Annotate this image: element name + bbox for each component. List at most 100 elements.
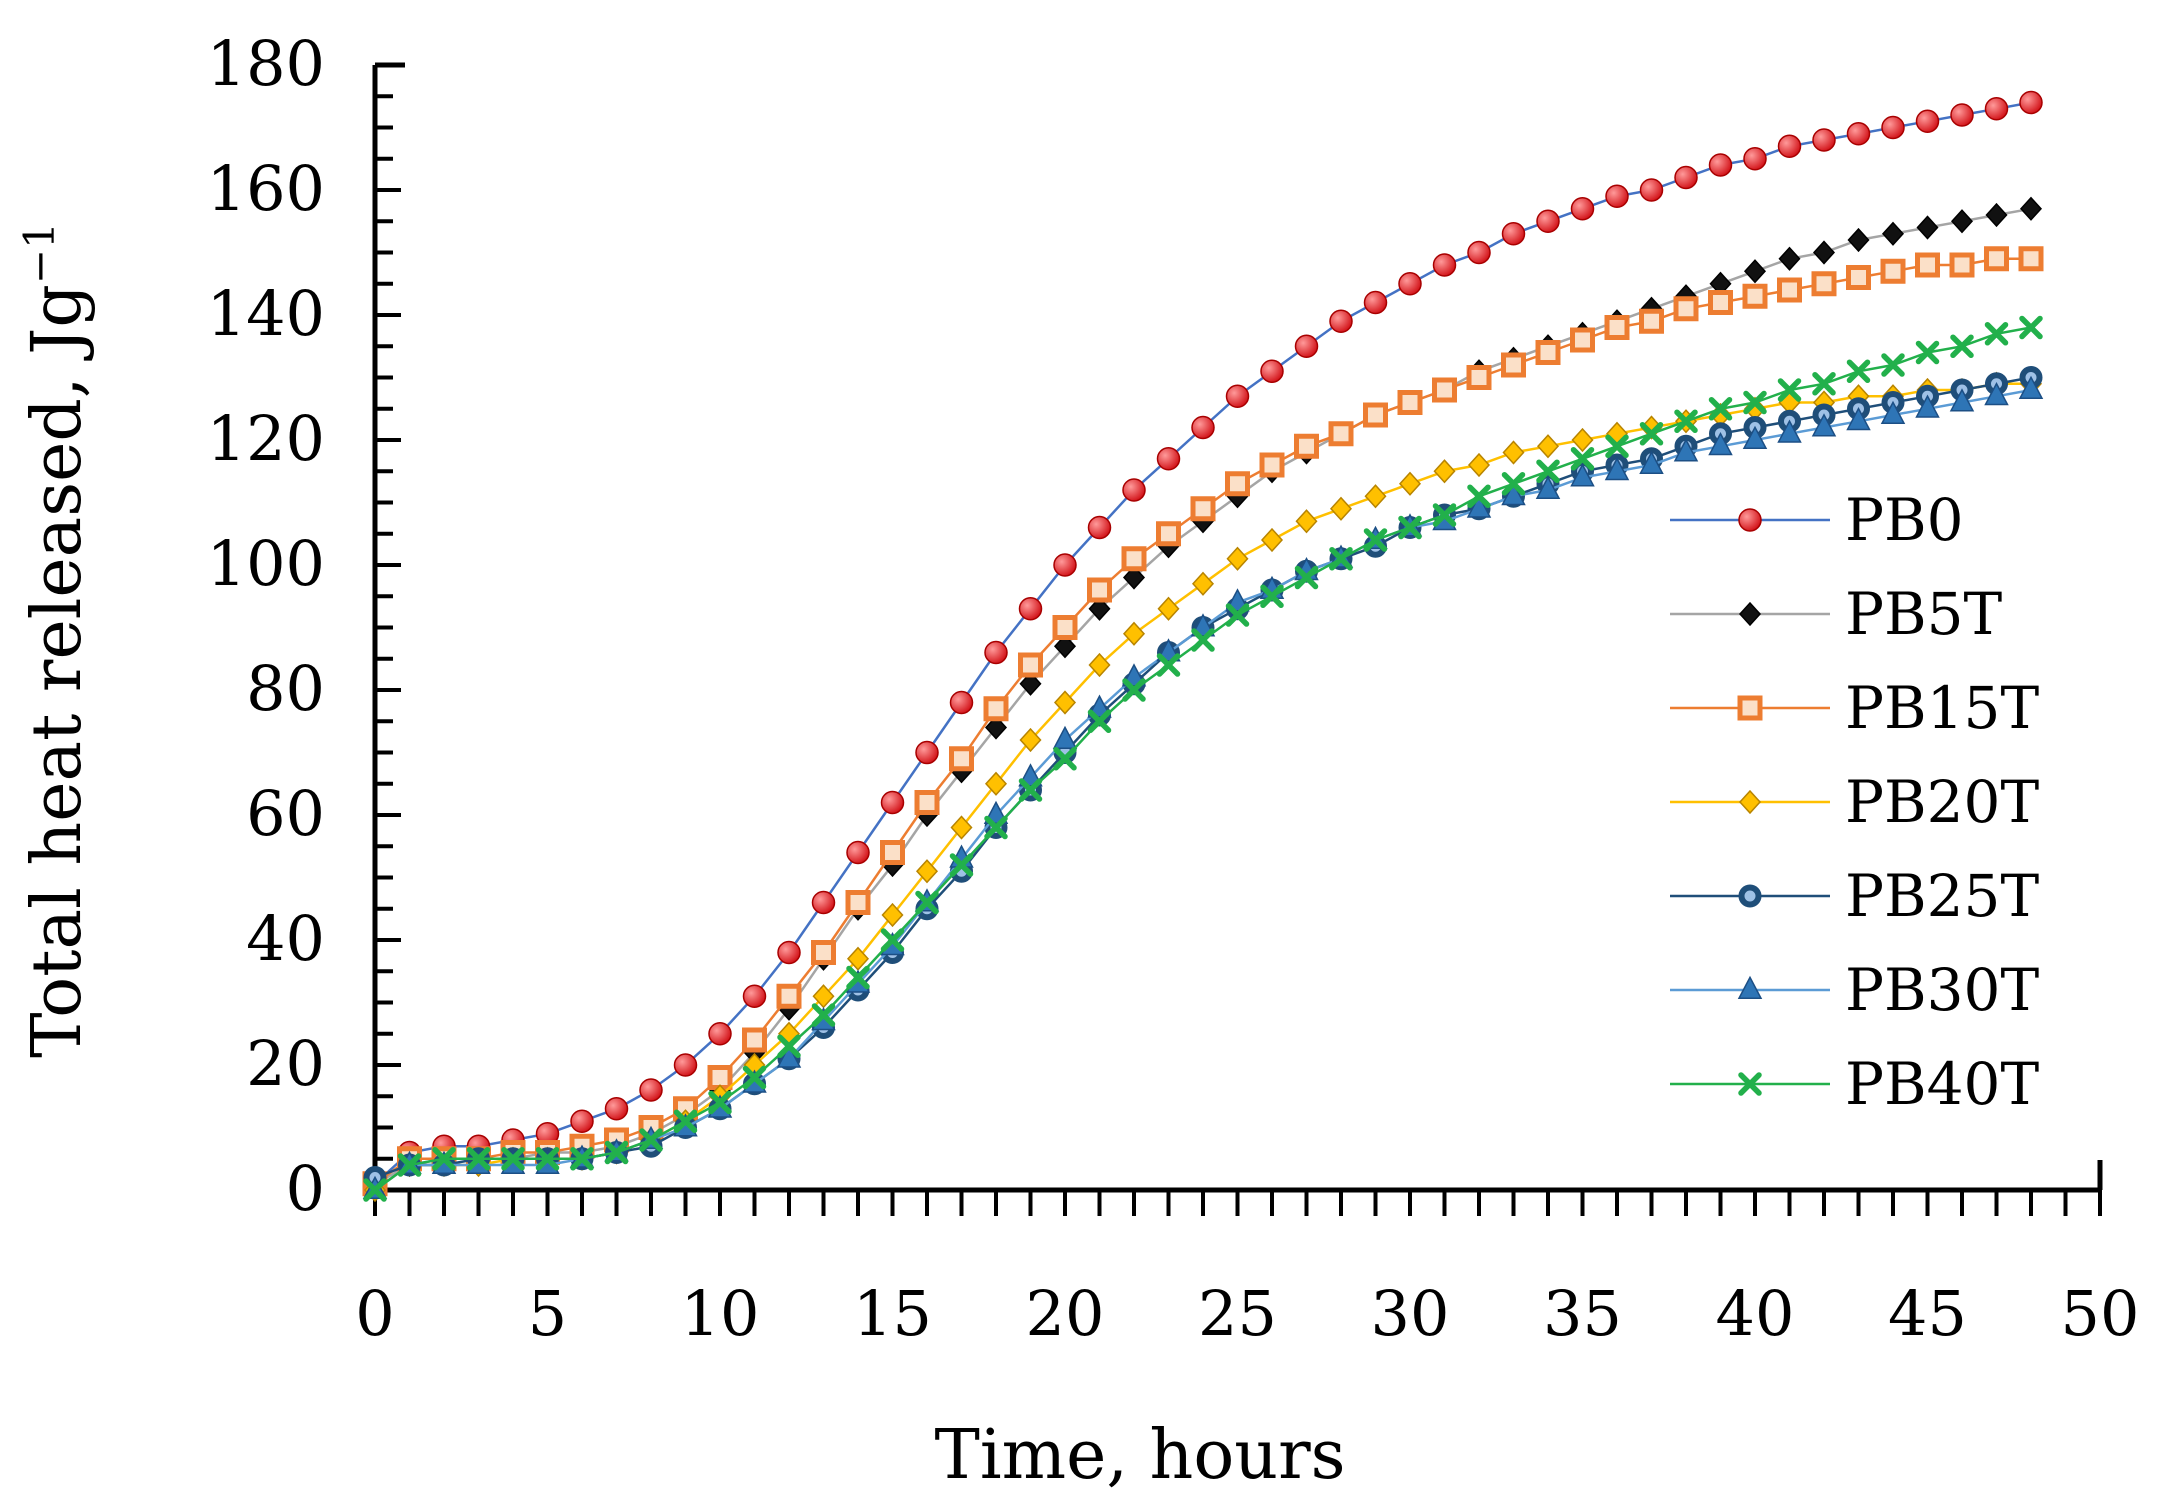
data-point <box>1916 215 1939 240</box>
data-point-stroke <box>570 1147 594 1171</box>
data-point <box>1639 308 1664 334</box>
legend-label: PB30T <box>1845 956 2039 1024</box>
data-point-stroke <box>1122 678 1146 702</box>
data-point <box>1950 103 1974 127</box>
y-axis-title: Total heat released, Jg−1 <box>15 222 97 1058</box>
data-point <box>1846 122 1871 146</box>
data-point-stroke <box>1708 397 1733 421</box>
data-point <box>984 640 1008 665</box>
data-point <box>1778 246 1801 271</box>
data-point <box>915 890 939 915</box>
data-point <box>2019 90 2043 115</box>
y-tick-label: 120 <box>207 402 325 475</box>
data-point <box>1881 353 1905 377</box>
x-tick-label: 15 <box>853 1277 932 1350</box>
data-point <box>1259 452 1285 478</box>
data-point-stroke <box>777 1034 801 1058</box>
data-point <box>1536 459 1560 483</box>
y-tick-label: 160 <box>207 152 325 225</box>
data-point-stroke <box>1950 334 1974 358</box>
data-point <box>1121 663 1147 687</box>
data-point <box>1364 484 1387 509</box>
x-tick-label: 35 <box>1543 1277 1622 1350</box>
data-point <box>1950 209 1974 234</box>
data-point <box>984 815 1008 840</box>
data-point <box>1329 309 1353 333</box>
x-axis-title: Time, hours <box>935 1416 1346 1495</box>
data-point-stroke <box>846 965 870 990</box>
data-point <box>811 1003 836 1027</box>
y-tick-label: 20 <box>246 1027 325 1100</box>
data-point <box>1674 165 1698 190</box>
data-point-stroke <box>1398 515 1422 540</box>
data-point <box>1019 727 1042 753</box>
data-point-stroke <box>1777 378 1802 402</box>
data-point <box>570 1109 594 1133</box>
data-point-stroke <box>708 1090 732 1115</box>
data-point <box>742 1027 767 1053</box>
data-point <box>1501 472 1526 496</box>
data-point <box>915 740 939 765</box>
data-point <box>1156 653 1181 677</box>
data-point-stroke <box>1501 472 1526 496</box>
data-point-stroke <box>811 1003 836 1027</box>
data-point <box>1570 463 1595 487</box>
data-point-stroke <box>1881 353 1905 377</box>
data-point <box>2019 196 2043 221</box>
data-point <box>1191 415 1215 440</box>
data-point-stroke <box>1294 565 1319 590</box>
data-point <box>1812 128 1836 152</box>
axes: 0 20 40 60 80 100 120 140 160 180 0 5 10 15 20 25 30 35 40… <box>207 27 2140 1350</box>
legend-item-pb15t: PB15T <box>1670 674 2039 742</box>
data-point <box>708 1090 732 1115</box>
legend-label: PB5T <box>1845 580 2003 648</box>
legend-item-pb25t: PB25T <box>1670 862 2039 930</box>
data-point <box>1881 115 1905 140</box>
data-point <box>1708 397 1733 421</box>
data-point <box>1260 359 1284 383</box>
data-point <box>1363 290 1388 315</box>
data-point <box>708 1022 732 1046</box>
data-point <box>1738 1072 1762 1096</box>
x-tick-label: 40 <box>1716 1277 1795 1350</box>
series-line <box>374 207 2032 1185</box>
data-point <box>984 715 1008 740</box>
data-point <box>1087 577 1112 603</box>
data-point-stroke <box>1225 603 1250 627</box>
data-point <box>1432 377 1457 403</box>
x-tick-label: 25 <box>1198 1277 1277 1350</box>
data-point <box>811 890 836 915</box>
x-tick-label: 30 <box>1371 1277 1450 1350</box>
y-tick-label: 60 <box>246 777 325 850</box>
data-point <box>1467 240 1491 265</box>
data-point <box>1190 496 1216 522</box>
data-point <box>1226 546 1249 571</box>
data-point <box>604 1140 629 1165</box>
data-point <box>2018 375 2044 399</box>
data-point-stroke <box>501 1147 525 1171</box>
data-point-stroke <box>1087 709 1112 733</box>
data-point <box>881 902 904 928</box>
data-point-stroke <box>880 928 905 952</box>
data-point-stroke <box>1432 503 1457 527</box>
data-point <box>1708 431 1733 456</box>
data-point-stroke <box>604 1140 629 1165</box>
data-point-stroke <box>673 1109 698 1133</box>
data-point <box>1743 390 1767 415</box>
data-point <box>1018 652 1043 678</box>
x-tick-label: 45 <box>1888 1277 1967 1350</box>
data-point <box>1432 503 1457 527</box>
x-tick-label: 5 <box>528 1277 567 1350</box>
data-point <box>1738 508 1762 532</box>
data-point <box>1157 596 1180 621</box>
data-point <box>1398 471 1422 496</box>
data-point <box>1639 450 1664 474</box>
data-point <box>1398 272 1422 296</box>
data-point <box>776 1044 802 1068</box>
legend-label: PB0 <box>1845 486 1964 554</box>
data-point <box>1639 178 1664 202</box>
data-point <box>1363 528 1388 552</box>
data-point <box>1604 315 1630 340</box>
data-point <box>1777 378 1802 402</box>
data-point <box>604 1097 629 1121</box>
